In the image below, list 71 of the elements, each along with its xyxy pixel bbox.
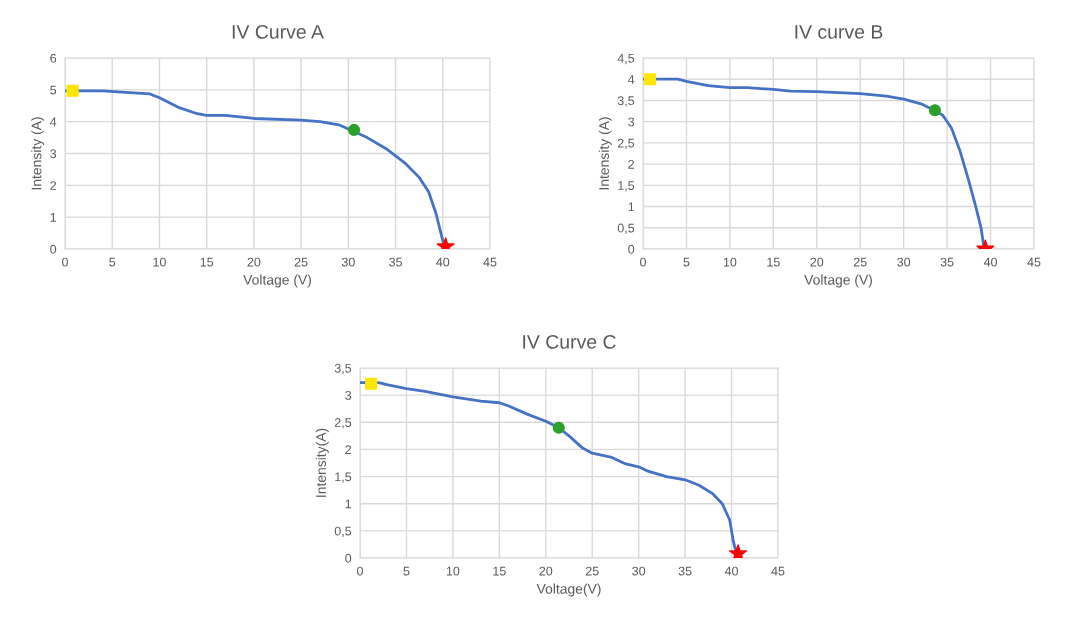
x-tick-label: 40 — [724, 566, 739, 576]
y-tick-label: 1 — [50, 213, 57, 222]
y-tick-label: 0,5 — [617, 223, 635, 234]
x-axis-title: Voltage (V) — [243, 274, 311, 288]
x-tick-label: 35 — [678, 566, 692, 576]
y-tick-label: 3,5 — [617, 96, 635, 107]
y-tick-label: 1,5 — [618, 181, 635, 192]
x-tick-label: 10 — [446, 566, 460, 576]
x-tick-label: 5 — [683, 257, 690, 267]
y-tick-label: 1 — [345, 499, 352, 509]
y-tick-label: 0 — [345, 553, 352, 563]
y-tick-label: 3 — [345, 390, 352, 400]
point — [928, 104, 942, 117]
y-tick-label: 5 — [50, 85, 57, 95]
y-tick-label: 2 — [345, 445, 352, 454]
x-tick-label: 0 — [62, 257, 68, 267]
y-tick-label: 1,5 — [335, 472, 352, 483]
x-tick-label: 20 — [247, 257, 261, 267]
x-tick-label: 15 — [200, 257, 214, 267]
y-tick-label: 1 — [628, 202, 635, 212]
x-tick-label: 25 — [585, 566, 599, 576]
x-tick-label: 15 — [767, 257, 780, 267]
y-tick-label: 3 — [628, 117, 635, 127]
point — [365, 377, 378, 390]
x-tick-label: 45 — [771, 566, 785, 576]
point — [66, 84, 79, 97]
x-tick-label: 40 — [983, 257, 998, 267]
x-tick-label: 5 — [403, 566, 410, 576]
y-tick-label: 2,5 — [617, 138, 635, 150]
point — [552, 421, 565, 434]
y-tick-label: 0,5 — [334, 526, 352, 537]
x-axis-title: Voltage(V) — [536, 583, 601, 597]
x-tick-label: 45 — [483, 257, 497, 267]
x-tick-label: 10 — [723, 257, 737, 267]
y-axis-title: Intensity (A) — [598, 117, 612, 190]
y-tick-label: 3,5 — [334, 363, 352, 375]
y-tick-label: 3 — [50, 149, 57, 159]
x-tick-label: 15 — [493, 566, 506, 576]
x-tick-label: 20 — [539, 566, 553, 576]
x-axis-title: Voltage (V) — [804, 274, 872, 288]
x-tick-label: 25 — [853, 257, 867, 267]
x-tick-label: 30 — [632, 566, 646, 576]
y-tick-label: 2,5 — [334, 418, 352, 429]
x-tick-label: 30 — [897, 257, 911, 267]
chart-title: IV Curve C — [523, 334, 616, 349]
x-tick-label: 35 — [940, 257, 954, 267]
x-tick-label: 25 — [294, 257, 308, 267]
x-tick-label: 5 — [109, 257, 116, 267]
y-tick-label: 4,5 — [617, 53, 635, 65]
chart-title: IV Curve A — [232, 24, 324, 39]
x-tick-label: 35 — [389, 257, 402, 267]
y-tick-label: 2 — [628, 159, 635, 169]
y-tick-label: 0 — [50, 244, 57, 254]
x-tick-label: 0 — [640, 257, 646, 267]
y-tick-label: 4 — [628, 75, 635, 84]
x-tick-label: 10 — [153, 257, 166, 267]
point — [347, 123, 361, 137]
y-tick-label: 4 — [50, 117, 57, 127]
y-tick-label: 6 — [50, 53, 57, 63]
y-axis-title: Intensity (A) — [31, 117, 45, 190]
y-axis-title: Intensity(A) — [315, 428, 329, 497]
x-tick-label: 0 — [357, 566, 363, 576]
y-tick-label: 2 — [50, 181, 57, 190]
x-tick-label: 40 — [436, 257, 450, 267]
point — [729, 544, 748, 558]
y-tick-label: 0 — [628, 244, 635, 254]
x-tick-label: 30 — [341, 257, 355, 267]
point — [643, 73, 657, 86]
chart-title: IV curve B — [795, 25, 883, 39]
x-tick-label: 20 — [810, 257, 824, 267]
x-tick-label: 45 — [1027, 257, 1041, 267]
